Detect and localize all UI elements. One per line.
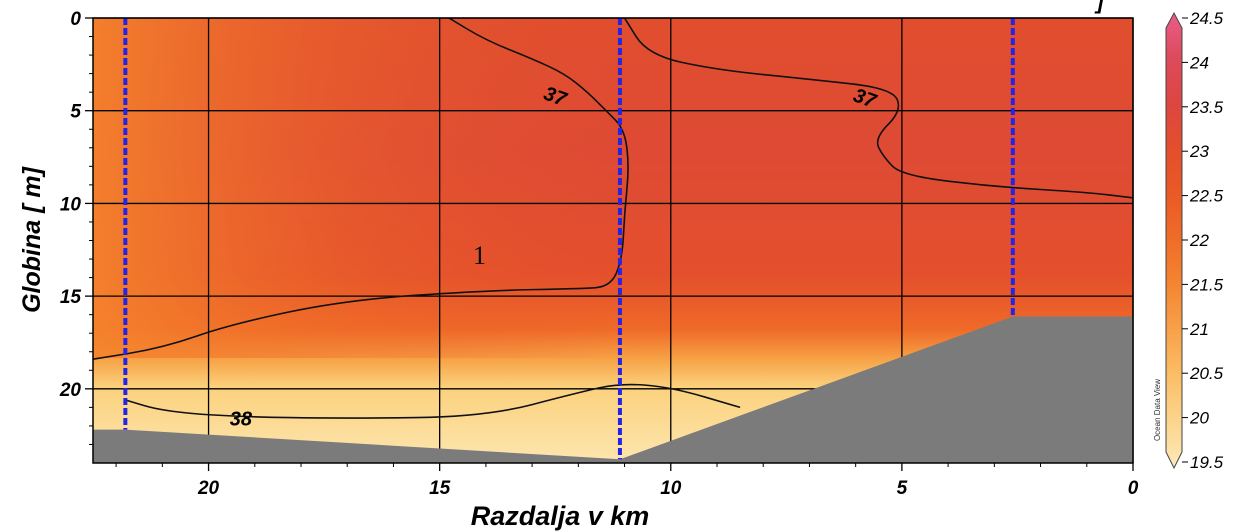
contour-line-1 bbox=[623, 18, 1133, 199]
field-left-glow bbox=[93, 18, 1133, 358]
colorbar-tick-label-2: 23.5 bbox=[1189, 98, 1224, 117]
colorbar-watermark: Ocean Data View bbox=[1153, 379, 1162, 441]
x-tick-label-4: 0 bbox=[1128, 478, 1139, 499]
y-tick-label-0: 0 bbox=[70, 9, 81, 30]
colorbar-tick-label-8: 20.5 bbox=[1189, 364, 1224, 383]
colorbar-tick-label-1: 24 bbox=[1189, 53, 1209, 72]
y-tick-label-3: 15 bbox=[60, 287, 82, 308]
contour-lines bbox=[93, 18, 1133, 419]
title-fragment: ] bbox=[1094, 0, 1104, 14]
colorbar-tick-label-9: 20 bbox=[1189, 409, 1209, 428]
colorbar-tick-label-0: 24.5 bbox=[1189, 9, 1224, 28]
contour-label-2: 38 bbox=[230, 409, 253, 431]
x-axis-label: Razdalja v km bbox=[471, 501, 650, 531]
y-tick-label-1: 5 bbox=[70, 102, 81, 123]
colorbar-tick-label-3: 23 bbox=[1189, 142, 1209, 161]
colorbar-body bbox=[1165, 11, 1183, 470]
colorbar-tick-label-5: 22 bbox=[1189, 231, 1209, 250]
colorbar-tick-label-4: 22.5 bbox=[1189, 187, 1224, 206]
station-lines bbox=[123, 18, 1015, 460]
x-tick-label-1: 15 bbox=[429, 478, 451, 499]
contour-line-2 bbox=[125, 383, 741, 419]
x-tick-label-2: 10 bbox=[660, 478, 682, 499]
sea-bottom bbox=[93, 316, 1133, 463]
y-axis-label: Globina [ m] bbox=[18, 165, 46, 313]
y-axis-ticks: 0 5 10 15 20 bbox=[59, 9, 93, 445]
bottom-topography bbox=[93, 316, 1133, 463]
colorbar: 24.5 24 23.5 23 22.5 22 21.5 21 20.5 20 19.5 Ocean… bbox=[1153, 9, 1224, 472]
x-tick-label-3: 5 bbox=[897, 478, 908, 499]
colorbar-tick-label-6: 21.5 bbox=[1189, 275, 1224, 294]
contour-line-0 bbox=[93, 18, 629, 360]
colorbar-ticks: 24.5 24 23.5 23 22.5 22 21.5 21 20.5 20 19.5 bbox=[1182, 9, 1224, 472]
y-tick-label-2: 10 bbox=[60, 194, 82, 215]
x-axis-ticks: 20 15 10 5 0 bbox=[115, 463, 1139, 499]
y-tick-label-4: 20 bbox=[59, 380, 82, 401]
x-tick-label-0: 20 bbox=[197, 478, 220, 499]
colorbar-tick-label-10: 19.5 bbox=[1190, 453, 1224, 472]
annotation-number: 1 bbox=[473, 241, 486, 270]
colorbar-tick-label-7: 21 bbox=[1189, 320, 1209, 339]
